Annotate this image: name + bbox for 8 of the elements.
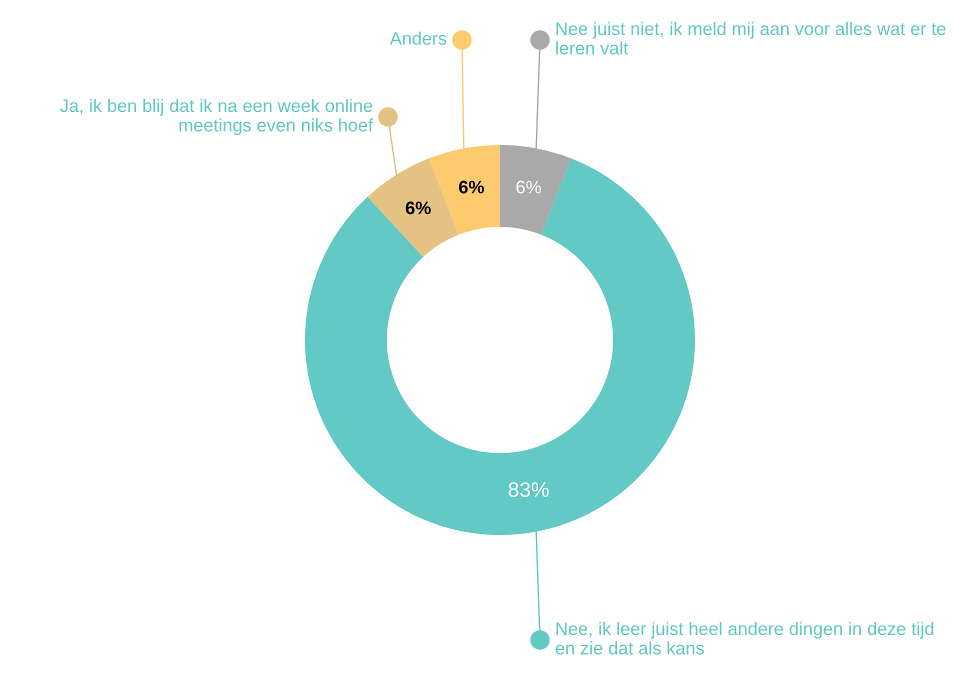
legend-label: Nee juist niet, ik meld mij aan voor alles wat er te leren valt xyxy=(556,22,946,55)
slice-label: Ja, ik ben blij dat ik na een week online meetings even niks hoef xyxy=(60,98,374,136)
data-label: 6% xyxy=(459,180,484,194)
legend-label: Nee, ik leer juist heel andere dingen in deze tijd en zie dat als kans xyxy=(556,622,934,655)
data-label: 6% xyxy=(406,202,431,214)
data-label: 83% xyxy=(508,482,549,497)
data-label: 6% xyxy=(516,180,541,194)
slice-label: Anders xyxy=(390,32,446,45)
